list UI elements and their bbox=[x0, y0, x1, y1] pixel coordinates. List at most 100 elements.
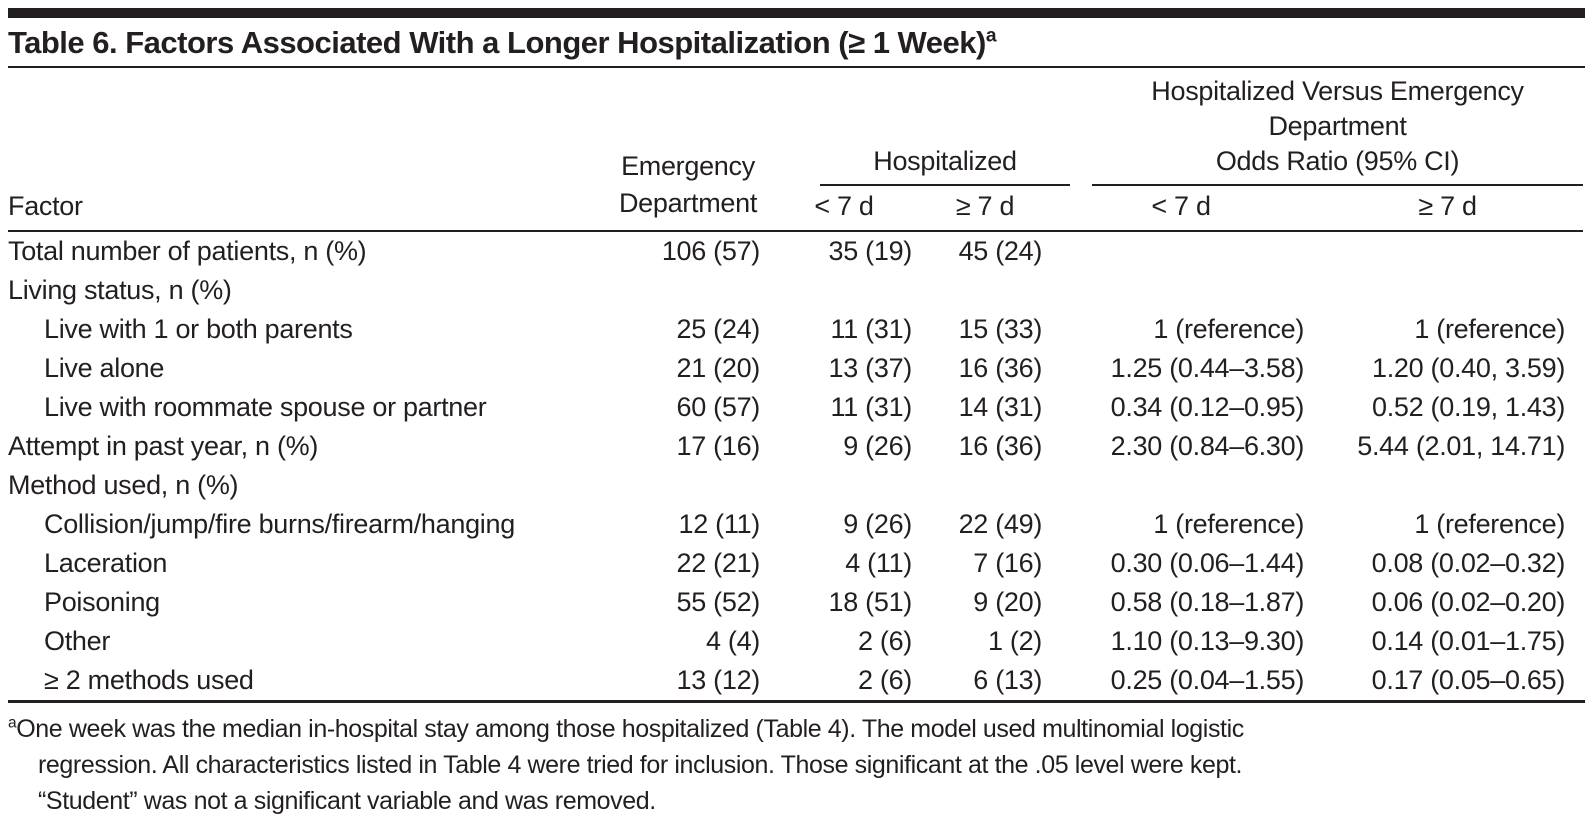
table-row: Live with roommate spouse or partner 60 (… bbox=[8, 388, 1583, 427]
emergency-department-cell: 4 (4) bbox=[705, 626, 760, 656]
odds-ratio-ge7d-header: ≥ 7 d bbox=[1418, 191, 1477, 221]
hospitalized-ge7d-cell: 22 (49) bbox=[958, 509, 1043, 539]
odds-ratio-ge7d-cell: 0.06 (0.02–0.20) bbox=[1371, 587, 1566, 617]
hospitalized-group-label: Hospitalized bbox=[820, 134, 1071, 186]
odds-ratio-group-header: Hospitalized Versus Emergency Department… bbox=[1050, 68, 1584, 186]
odds-ratio-lt7d-cell: 1.10 (0.13–9.30) bbox=[1110, 626, 1305, 656]
odds-ratio-lt7d-cell: 1 (reference) bbox=[1153, 509, 1305, 539]
odds-ratio-lt7d-cell bbox=[1050, 231, 1312, 271]
hospitalized-ge7d-cell: 16 (36) bbox=[958, 353, 1043, 383]
hospitalized-ge7d-cell: 15 (33) bbox=[958, 314, 1043, 344]
emergency-department-cell: 21 (20) bbox=[676, 353, 761, 383]
hospitalized-ge7d-cell: 9 (20) bbox=[973, 587, 1043, 617]
odds-ratio-group-line3: Odds Ratio (95% CI) bbox=[1215, 146, 1460, 176]
footnote-line-1: aOne week was the median in-hospital sta… bbox=[8, 711, 1548, 747]
hospitalized-lt7d-cell bbox=[768, 466, 920, 505]
hospitalized-lt7d-header: < 7 d bbox=[814, 191, 874, 221]
table-header: Factor Emergency Department Hospitalized… bbox=[8, 68, 1584, 231]
odds-ratio-ge7d-cell bbox=[1312, 231, 1583, 271]
table-title: Table 6. Factors Associated With a Longe… bbox=[8, 25, 1583, 61]
hospitalized-lt7d-cell: 13 (37) bbox=[828, 353, 913, 383]
factor-cell: Method used, n (%) bbox=[8, 470, 239, 500]
emergency-department-cell: 17 (16) bbox=[676, 431, 761, 461]
hospitalized-lt7d-cell: 9 (26) bbox=[843, 509, 912, 539]
table-row: Laceration 22 (21) 4 (11) 7 (16) 0.30 (0.06–… bbox=[8, 544, 1583, 583]
odds-ratio-ge7d-cell: 1 (reference) bbox=[1414, 509, 1566, 539]
emergency-department-cell bbox=[608, 466, 768, 505]
emergency-department-cell: 13 (12) bbox=[676, 665, 761, 695]
emergency-department-cell: 25 (24) bbox=[676, 314, 761, 344]
hospitalized-lt7d-cell bbox=[768, 271, 920, 310]
odds-ratio-ge7d-cell: 0.08 (0.02–0.32) bbox=[1371, 548, 1566, 578]
table-row: Poisoning 55 (52) 18 (51) 9 (20) 0.58 (0.18–… bbox=[8, 583, 1583, 622]
header-sub-row: < 7 d ≥ 7 d < 7 d ≥ 7 d bbox=[8, 186, 1583, 231]
odds-ratio-lt7d-cell: 1 (reference) bbox=[1153, 314, 1305, 344]
factor-cell: Live with roommate spouse or partner bbox=[44, 392, 487, 422]
odds-ratio-lt7d-cell bbox=[1050, 466, 1312, 505]
table-bottom-rule bbox=[8, 700, 1585, 703]
hospitalized-lt7d-cell: 4 (11) bbox=[845, 548, 912, 578]
factor-cell: Attempt in past year, n (%) bbox=[8, 431, 319, 461]
title-rule bbox=[8, 66, 1585, 68]
footnote-line-2: regression. All characteristics listed i… bbox=[38, 751, 1243, 779]
factor-cell: Live alone bbox=[44, 353, 165, 383]
odds-ratio-lt7d-cell: 0.25 (0.04–1.55) bbox=[1110, 665, 1305, 695]
hospitalized-lt7d-cell: 9 (26) bbox=[843, 431, 912, 461]
hospitalized-lt7d-cell: 2 (6) bbox=[857, 665, 912, 695]
odds-ratio-lt7d-cell: 1.25 (0.44–3.58) bbox=[1110, 353, 1305, 383]
odds-ratio-ge7d-cell: 0.52 (0.19, 1.43) bbox=[1371, 392, 1566, 422]
footnote-line-1-text: One week was the median in-hospital stay… bbox=[16, 715, 1244, 743]
odds-ratio-group-line2: Department bbox=[1268, 111, 1407, 141]
factor-cell: ≥ 2 methods used bbox=[44, 665, 254, 695]
hospitalized-ge7d-cell: 16 (36) bbox=[958, 431, 1043, 461]
factor-cell: Poisoning bbox=[44, 587, 160, 617]
factor-cell: Living status, n (%) bbox=[8, 275, 232, 305]
odds-ratio-ge7d-cell bbox=[1312, 466, 1583, 505]
table-title-footnote-marker: a bbox=[985, 25, 997, 47]
factor-cell: Live with 1 or both parents bbox=[44, 314, 353, 344]
hospitalized-ge7d-cell: 6 (13) bbox=[973, 665, 1043, 695]
hospitalized-ge7d-cell: 1 (2) bbox=[987, 626, 1043, 656]
hospitalized-ge7d-cell: 14 (31) bbox=[958, 392, 1043, 422]
factor-cell: Laceration bbox=[44, 548, 168, 578]
factor-cell: Total number of patients, n (%) bbox=[8, 236, 367, 266]
table-title-text: Table 6. Factors Associated With a Longe… bbox=[8, 25, 986, 60]
odds-ratio-ge7d-cell: 0.14 (0.01–1.75) bbox=[1371, 626, 1566, 656]
factor-cell: Collision/jump/fire burns/firearm/hangin… bbox=[44, 509, 515, 539]
table-body: Total number of patients, n (%) 106 (57) 3… bbox=[8, 231, 1583, 700]
odds-ratio-lt7d-cell: 0.58 (0.18–1.87) bbox=[1110, 587, 1305, 617]
odds-ratio-lt7d-header: < 7 d bbox=[1151, 191, 1211, 221]
emergency-department-cell: 60 (57) bbox=[676, 392, 761, 422]
odds-ratio-ge7d-cell: 1.20 (0.40, 3.59) bbox=[1371, 353, 1566, 383]
table-row: ≥ 2 methods used 13 (12) 2 (6) 6 (13) 0.25 (… bbox=[8, 661, 1583, 700]
header-group-row: Factor Emergency Department Hospitalized… bbox=[8, 68, 1584, 221]
table-row: Live with 1 or both parents 25 (24) 11 (31… bbox=[8, 310, 1583, 349]
table-row: Attempt in past year, n (%) 17 (16) 9 (26)… bbox=[8, 427, 1583, 466]
table-row: Method used, n (%) bbox=[8, 466, 1583, 505]
odds-ratio-ge7d-cell bbox=[1312, 271, 1583, 310]
factor-column-header: Factor bbox=[8, 191, 83, 221]
footnote: aOne week was the median in-hospital sta… bbox=[8, 703, 1548, 825]
table-row: Collision/jump/fire burns/firearm/hangin… bbox=[8, 505, 1583, 544]
emergency-department-header-line1: Emergency bbox=[621, 151, 755, 181]
odds-ratio-lt7d-cell: 0.30 (0.06–1.44) bbox=[1110, 548, 1305, 578]
odds-ratio-lt7d-cell: 0.34 (0.12–0.95) bbox=[1110, 392, 1305, 422]
hospitalized-lt7d-cell: 11 (31) bbox=[830, 314, 913, 344]
odds-ratio-ge7d-cell: 0.17 (0.05–0.65) bbox=[1371, 665, 1566, 695]
odds-ratio-lt7d-cell: 2.30 (0.84–6.30) bbox=[1110, 431, 1305, 461]
footnote-marker: a bbox=[8, 714, 17, 732]
factor-cell: Other bbox=[44, 626, 111, 656]
hospitalized-lt7d-cell: 35 (19) bbox=[828, 236, 913, 266]
odds-ratio-group-label: Hospitalized Versus Emergency Department… bbox=[1092, 68, 1584, 186]
factors-table: Factor Emergency Department Hospitalized… bbox=[8, 68, 1584, 700]
odds-ratio-ge7d-cell: 5.44 (2.01, 14.71) bbox=[1357, 431, 1566, 461]
odds-ratio-ge7d-cell: 1 (reference) bbox=[1414, 314, 1566, 344]
emergency-department-header-line2: Department bbox=[618, 188, 758, 218]
odds-ratio-lt7d-cell bbox=[1050, 271, 1312, 310]
footnote-line-3: “Student” was not a significant variable… bbox=[38, 787, 656, 815]
top-rule bbox=[8, 8, 1585, 18]
emergency-department-cell: 55 (52) bbox=[676, 587, 761, 617]
emergency-department-cell bbox=[608, 271, 768, 310]
emergency-department-cell: 22 (21) bbox=[676, 548, 761, 578]
